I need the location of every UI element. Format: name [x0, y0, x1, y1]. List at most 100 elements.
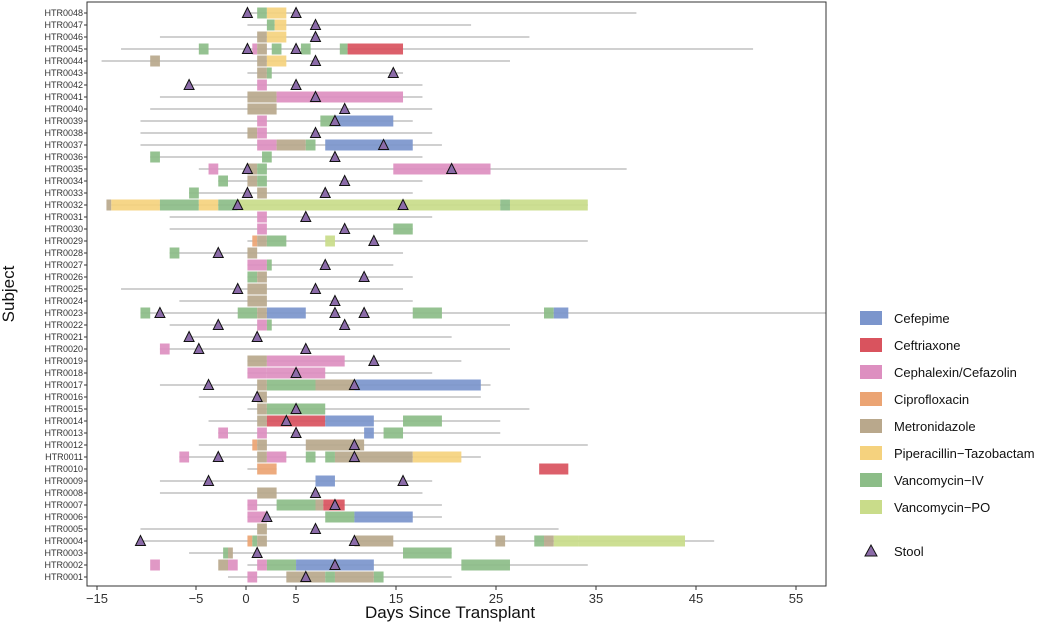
y-tick-label: HTR0034 — [44, 176, 83, 186]
bar-vancoiv — [218, 175, 228, 187]
y-tick-label: HTR0026 — [44, 272, 83, 282]
bar-metronidazole — [247, 283, 267, 295]
y-tick-label: HTR0013 — [44, 428, 83, 438]
y-tick-label: HTR0007 — [44, 500, 83, 510]
bar-piptazo — [274, 19, 287, 31]
stool-marker — [358, 306, 370, 318]
bar-piptazo — [266, 7, 287, 19]
bar-ciprofloxacin — [247, 535, 253, 547]
bar-metronidazole — [106, 199, 112, 211]
bar-metronidazole — [257, 307, 267, 319]
bar-vancoiv — [339, 43, 348, 55]
legend-swatch-vancoiv — [860, 473, 882, 487]
bar-vancoiv — [383, 427, 404, 439]
y-tick-label: HTR0022 — [44, 320, 83, 330]
bar-vancoiv — [412, 307, 442, 319]
y-tick-label: HTR0030 — [44, 224, 83, 234]
legend-swatch-ciprofloxacin — [860, 392, 882, 406]
stool-marker — [397, 198, 409, 210]
stool-marker — [338, 102, 351, 114]
stool-marker — [397, 474, 409, 486]
y-tick-label: HTR0011 — [45, 452, 83, 462]
y-tick-label: HTR0018 — [44, 368, 83, 378]
stool-marker — [387, 66, 400, 78]
stool-marker — [338, 174, 351, 186]
bar-metronidazole — [257, 523, 267, 535]
bar-cephalexin — [276, 91, 404, 103]
bar-metronidazole — [247, 91, 277, 103]
stool-marker — [309, 90, 322, 102]
bar-metronidazole — [257, 271, 267, 283]
stool-marker — [251, 330, 263, 342]
stool-marker — [309, 54, 322, 66]
bar-cefepime — [334, 115, 394, 127]
bar-vancoiv — [266, 319, 272, 331]
y-tick-label: HTR0021 — [44, 332, 83, 342]
stool-marker — [348, 378, 361, 390]
stool-marker — [290, 426, 302, 438]
stool-marker — [231, 198, 244, 210]
bar-cefepime — [325, 415, 374, 427]
bar-metronidazole — [257, 415, 267, 427]
stool-marker — [241, 186, 254, 198]
y-tick-label: HTR0048 — [44, 8, 83, 18]
bar-cephalexin — [247, 499, 258, 511]
bar-vancoiv — [247, 271, 258, 283]
y-tick-label: HTR0042 — [44, 80, 83, 90]
bar-vancoiv — [500, 199, 510, 211]
stool-marker — [299, 570, 312, 582]
bar-vancoiv — [534, 535, 545, 547]
y-tick-label: HTR0010 — [44, 464, 83, 474]
bar-vancoiv — [169, 247, 180, 259]
bar-vancoiv — [150, 151, 160, 163]
x-tick-label: 35 — [589, 591, 603, 606]
y-tick-label: HTR0038 — [44, 128, 83, 138]
bar-vancoiv — [305, 451, 316, 463]
stool-marker — [445, 162, 458, 174]
stool-marker — [329, 114, 341, 126]
stool-marker — [358, 270, 370, 282]
stool-marker — [212, 318, 225, 330]
bar-metronidazole — [257, 55, 267, 67]
legend-label-ciprofloxacin: Ciprofloxacin — [894, 392, 969, 407]
bar-metronidazole — [257, 235, 267, 247]
bar-cephalexin — [257, 559, 267, 571]
bar-vancoiv — [257, 175, 267, 187]
bar-cefepime — [364, 427, 374, 439]
x-axis-title: Days Since Transplant — [365, 603, 535, 622]
bar-vancoiv — [266, 259, 272, 271]
stool-marker — [241, 6, 254, 18]
stool-marker — [309, 30, 322, 42]
bar-metronidazole — [247, 163, 258, 175]
stool-marker — [183, 78, 195, 90]
stool-marker — [348, 450, 361, 462]
legend-label-metronidazole: Metronidazole — [894, 419, 976, 434]
legend-swatch-vancopo — [860, 500, 882, 514]
y-tick-label: HTR0003 — [44, 548, 83, 558]
bar-cephalexin — [257, 79, 267, 91]
bar-metronidazole — [257, 31, 267, 43]
bar-metronidazole — [257, 391, 267, 403]
bar-cephalexin — [257, 211, 267, 223]
bar-cephalexin — [257, 115, 267, 127]
bar-cephalexin — [257, 139, 277, 151]
bar-piptazo — [198, 199, 219, 211]
subject-followup-lines — [101, 12, 826, 578]
stool-marker — [183, 330, 195, 342]
bar-vancoiv — [300, 43, 311, 55]
stool-marker — [299, 342, 312, 354]
bar-metronidazole — [315, 499, 324, 511]
bar-vancoiv — [266, 235, 287, 247]
bar-cephalexin — [257, 223, 267, 235]
y-tick-label: HTR0025 — [44, 284, 83, 294]
stool-marker — [212, 246, 225, 258]
y-tick-label: HTR0002 — [44, 560, 83, 570]
bar-cephalexin — [257, 427, 267, 439]
bar-metronidazole — [257, 379, 267, 391]
bar-vancoiv — [403, 415, 442, 427]
bar-vancoiv — [223, 547, 228, 559]
bar-metronidazole — [150, 55, 160, 67]
bar-metronidazole — [315, 379, 355, 391]
y-tick-label: HTR0039 — [44, 116, 83, 126]
